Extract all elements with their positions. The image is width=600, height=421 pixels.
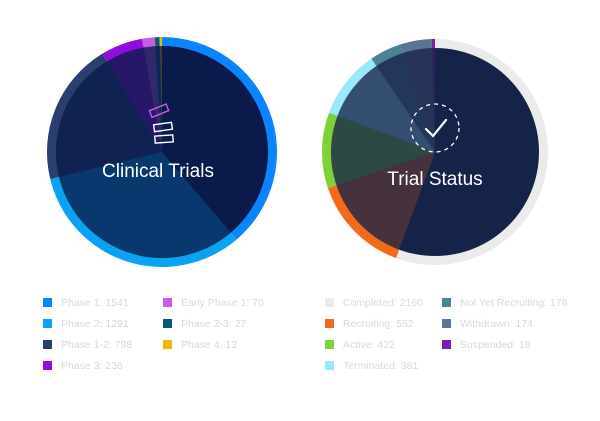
legend-label: Phase 4: 13 [181,339,238,352]
legend-label: Recruiting: 552 [343,318,414,331]
chart-title-clinical-trials: Clinical Trials [102,161,214,182]
legend-swatch [325,318,334,328]
inner-sector-suspended [431,47,435,152]
legend-item-not-yet-recruiting: Not Yet Recruiting: 178 [442,296,567,310]
legend-swatch [442,318,451,328]
trial-status-pie [321,39,549,265]
legend-item-completed: Completed: 2160 [325,296,423,310]
legend-swatch [442,297,451,307]
stacked-bars-icon [148,103,174,144]
legend-swatch [163,318,172,328]
legend-swatch [325,297,334,307]
legend-label: Phase 1: 1541 [61,297,129,310]
checkmark-circle-icon [410,103,460,153]
inner-sector-phase-3 [106,47,162,152]
legend-label: Early Phase 1: 70 [181,297,264,310]
inner-sector-withdrawn [403,48,435,152]
legend-label: Not Yet Recruiting: 178 [460,297,568,310]
legend-label: Phase 1-2: 798 [61,339,133,352]
inner-disc [331,48,539,256]
legend-item-early-phase-1: Early Phase 1: 70 [163,296,264,310]
legend-item-active: Active: 422 [325,338,395,352]
legend-item-phase-4: Phase 4: 13 [163,338,237,352]
legend-swatch [43,318,52,328]
legend-swatch [43,339,52,349]
legend-swatch [163,339,172,349]
clinical-trials-pie [47,36,278,267]
legend-swatch [163,297,172,307]
inner-sector-phase-2 [58,152,231,259]
legend-item-phase-1: Phase 1: 1541 [43,296,129,310]
legend-label: Phase 2-3: 27 [181,318,247,331]
legend-label: Phase 3: 236 [61,360,123,373]
inner-disc [56,46,268,258]
legend-label: Suspended: 18 [460,339,531,352]
legend-label: Terminated: 381 [343,360,419,373]
legend-swatch [325,360,334,370]
chart-title-trial-status: Trial Status [387,169,482,190]
legend-item-suspended: Suspended: 18 [442,338,531,352]
legend-swatch [325,339,334,349]
inner-sector-phase-4 [159,45,162,152]
legend-swatch [43,360,52,370]
inner-sector-phase-2-3 [155,46,162,152]
inner-sector-phase-1-2 [55,61,162,177]
inner-sector-recruiting [336,152,435,250]
legend-swatch [442,339,451,349]
legend-label: Completed: 2160 [343,297,423,310]
inner-sector-active [331,115,435,186]
legend-item-phase-2: Phase 2: 1291 [43,317,129,331]
legend-item-withdrawn: Withdrawn: 174 [442,317,533,331]
inner-sector-early-phase-1 [143,46,162,152]
legend-item-phase-3: Phase 3: 236 [43,359,123,373]
legend-item-terminated: Terminated: 381 [325,359,418,373]
legend-item-recruiting: Recruiting: 552 [325,317,414,331]
legend-label: Active: 422 [343,339,395,352]
legend-label: Phase 2: 1291 [61,318,129,331]
legend-label: Withdrawn: 174 [460,318,533,331]
legend-item-phase-2-3: Phase 2-3: 27 [163,317,246,331]
inner-sector-not-yet-recruiting [376,52,435,152]
legend-item-phase-1-2: Phase 1-2: 798 [43,338,132,352]
legend-swatch [43,297,52,307]
